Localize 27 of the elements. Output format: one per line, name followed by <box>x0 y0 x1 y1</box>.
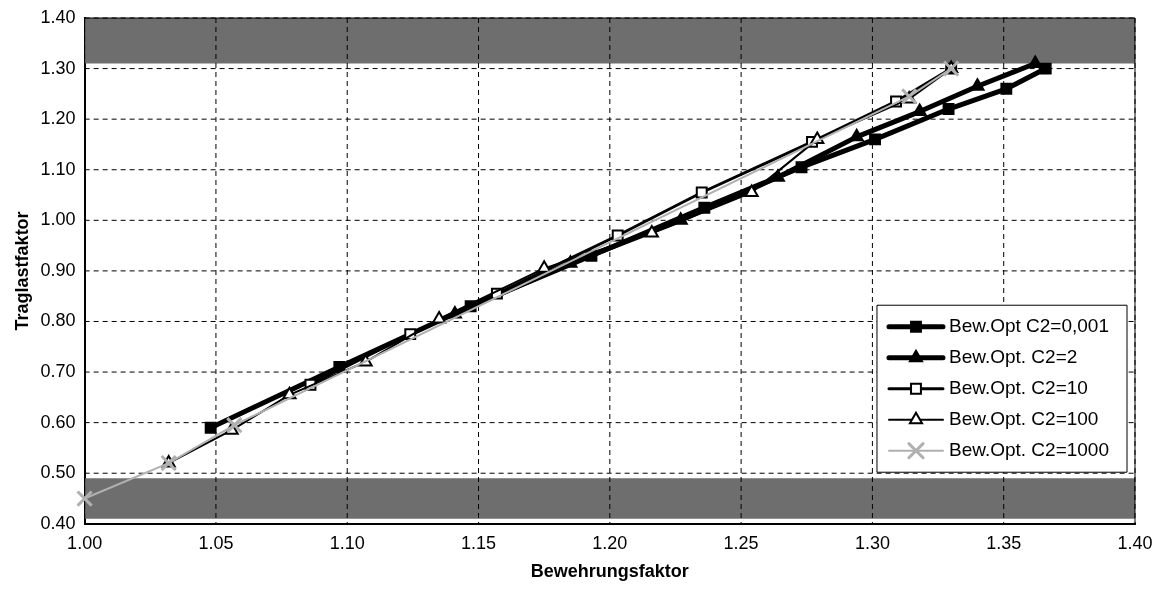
y-tick-label: 1.40 <box>40 6 76 27</box>
x-tick-label: 1.10 <box>329 532 365 553</box>
y-tick-label: 1.30 <box>40 57 76 78</box>
x-tick-label: 1.05 <box>198 532 234 553</box>
y-tick-label: 0.70 <box>40 361 76 382</box>
y-tick-label: 1.00 <box>40 209 76 230</box>
legend-label: Bew.Opt. C2=10 <box>948 376 1088 398</box>
x-axis-title: Bewehrungsfaktor <box>530 561 689 582</box>
x-tick-label: 1.00 <box>67 532 103 553</box>
legend-label: Bew.Opt. C2=1000 <box>948 438 1110 460</box>
legend-label: Bew.Opt. C2=2 <box>948 345 1078 367</box>
y-tick-label: 0.80 <box>40 310 76 331</box>
x-tick-label: 1.20 <box>592 532 628 553</box>
x-tick-label: 1.15 <box>461 532 497 553</box>
y-tick-label: 0.40 <box>40 512 76 533</box>
x-tick-label: 1.40 <box>1117 532 1153 553</box>
x-tick-label: 1.30 <box>854 532 890 553</box>
legend-label: Bew.Opt. C2=100 <box>948 407 1099 429</box>
legend-label: Bew.Opt C2=0,001 <box>948 314 1110 336</box>
y-tick-label: 1.20 <box>40 108 76 129</box>
y-tick-label: 1.10 <box>40 158 76 179</box>
x-tick-label: 1.35 <box>986 532 1022 553</box>
y-axis-title: Traglastfaktor <box>11 211 32 331</box>
y-tick-label: 0.50 <box>40 462 76 483</box>
y-tick-label: 0.90 <box>40 259 76 280</box>
x-tick-label: 1.25 <box>723 532 759 553</box>
y-tick-label: 0.60 <box>40 411 76 432</box>
